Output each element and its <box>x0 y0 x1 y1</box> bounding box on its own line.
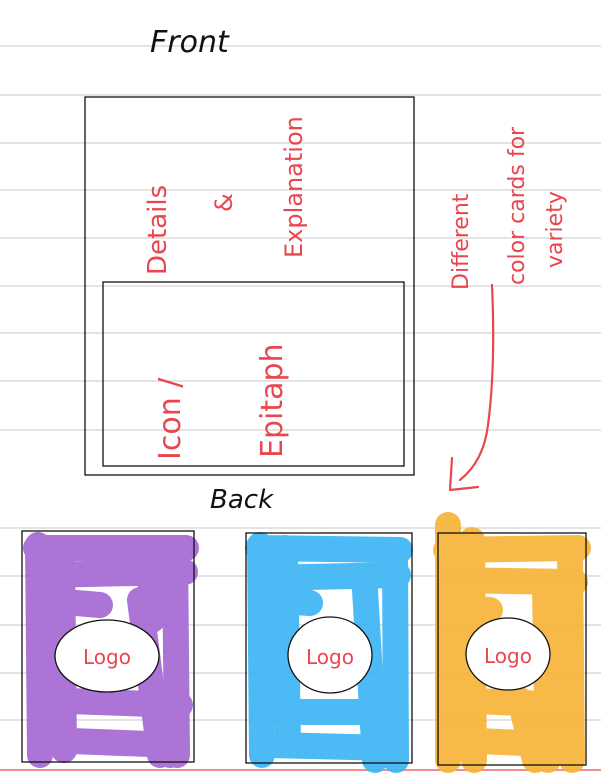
orange-logo-label: Logo <box>484 644 532 668</box>
front-title: Front <box>150 25 230 60</box>
orange-logo-ellipse <box>465 617 551 691</box>
front-card: Details & Explanation Icon / Epitaph <box>84 96 415 476</box>
details-label: Details <box>143 185 173 275</box>
back-card-blue: Logo <box>245 532 413 773</box>
orange-scribble <box>433 512 591 773</box>
blue-card-outline <box>245 532 413 764</box>
note-line-1: Different <box>449 193 474 290</box>
explanation-label: Explanation <box>280 116 308 258</box>
blue-scribble <box>245 532 413 773</box>
icon-label: Icon / <box>153 377 188 460</box>
purple-logo-label: Logo <box>83 645 131 669</box>
blue-logo-label: Logo <box>306 645 354 669</box>
note-arrowhead-icon <box>448 456 480 492</box>
note-line-2: color cards for <box>505 126 530 285</box>
back-card-orange: Logo <box>433 512 591 773</box>
orange-card-outline <box>437 532 587 766</box>
ampersand-label: & <box>210 193 238 212</box>
purple-scribble <box>23 532 199 768</box>
note-line-3: variety <box>543 191 568 268</box>
back-title: Back <box>210 485 274 515</box>
note-arrow-icon <box>458 283 495 482</box>
epitaph-label: Epitaph <box>255 343 290 458</box>
purple-card-outline <box>21 530 195 763</box>
back-card-purple: Logo <box>21 530 199 768</box>
side-note: Different color cards for variety <box>448 126 568 492</box>
front-card-inner-panel <box>102 281 405 467</box>
front-card-outline <box>84 96 415 476</box>
purple-logo-ellipse <box>54 619 160 693</box>
blue-logo-ellipse <box>287 616 373 694</box>
